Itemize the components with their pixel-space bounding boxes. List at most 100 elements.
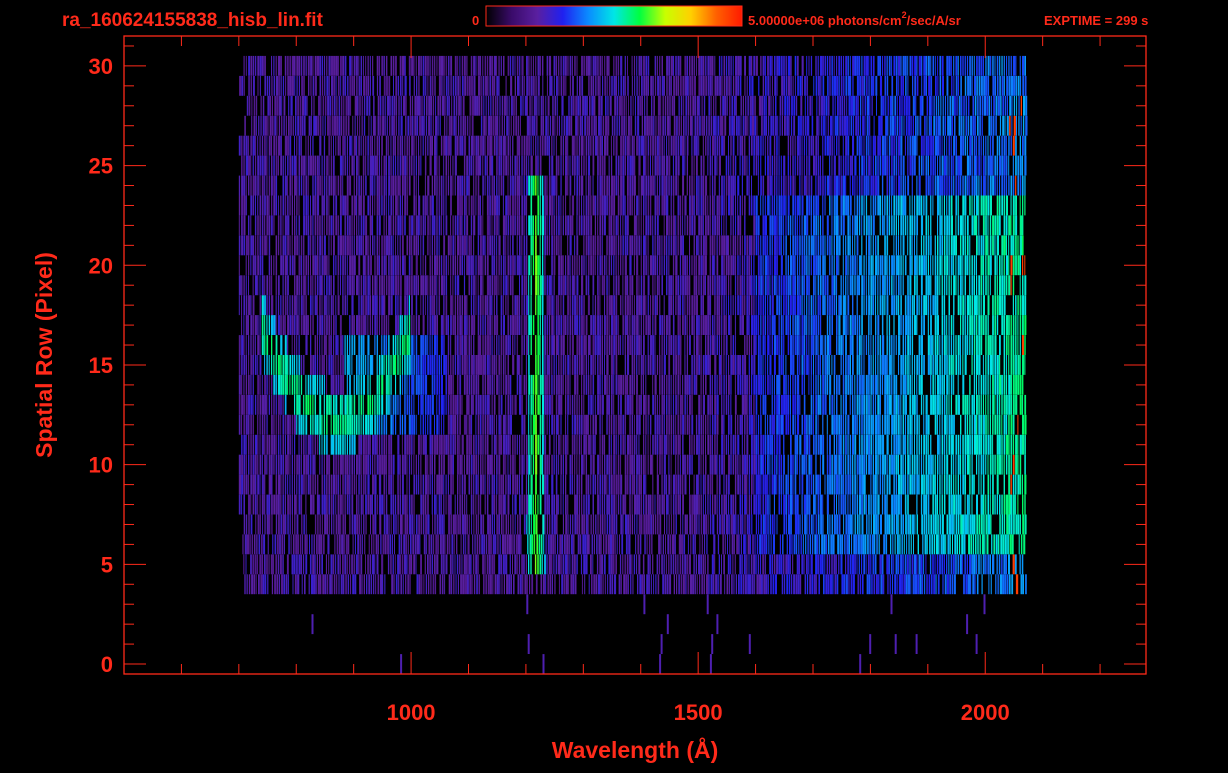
heatmap-cell [429, 434, 432, 455]
heatmap-cell [296, 275, 299, 296]
heatmap-cell [647, 275, 650, 296]
heatmap-cell [451, 534, 454, 555]
heatmap-cell [383, 514, 386, 535]
heatmap-cell [457, 474, 459, 495]
heatmap-cell [248, 275, 249, 296]
heatmap-cell [390, 374, 392, 395]
heatmap-cell [691, 494, 694, 515]
heatmap-cell [702, 494, 704, 515]
heatmap-cell [588, 514, 590, 535]
heatmap-cell [415, 554, 417, 575]
heatmap-cell [898, 474, 901, 495]
heatmap-cell [482, 374, 484, 395]
heatmap-cell [475, 454, 477, 475]
heatmap-cell [450, 574, 453, 595]
heatmap-cell [505, 394, 507, 415]
heatmap-cell [371, 534, 373, 555]
heatmap-cell [675, 434, 677, 455]
heatmap-cell [491, 434, 493, 455]
heatmap-cell [927, 434, 929, 455]
heatmap-cell [528, 454, 531, 475]
heatmap-cell [662, 534, 664, 555]
heatmap-cell [879, 414, 881, 435]
heatmap-cell [826, 315, 829, 335]
heatmap-cell [864, 534, 867, 555]
heatmap-cell [707, 275, 710, 296]
heatmap-cell [485, 534, 488, 555]
heatmap-cell [872, 474, 875, 495]
heatmap-cell [643, 394, 646, 415]
heatmap-cell [489, 335, 491, 355]
heatmap-cell [328, 275, 331, 296]
heatmap-cell [842, 454, 845, 475]
heatmap-cell [238, 394, 241, 415]
heatmap-cell [314, 255, 317, 276]
heatmap-cell [964, 514, 968, 535]
heatmap-cell [291, 554, 294, 575]
heatmap-cell [392, 355, 395, 375]
heatmap-cell [246, 574, 248, 595]
heatmap-cell [693, 355, 696, 375]
heatmap-cell [727, 554, 730, 575]
heatmap-cell [500, 414, 502, 435]
heatmap-cell [631, 275, 634, 296]
heatmap-cell [650, 514, 653, 535]
heatmap-cell [413, 514, 415, 535]
heatmap-cell [931, 534, 933, 555]
heatmap-cell [796, 315, 799, 335]
heatmap-cell [610, 494, 613, 515]
heatmap-cell [383, 474, 386, 495]
heatmap-cell [633, 554, 636, 575]
heatmap-cell [723, 434, 725, 455]
heatmap-cell [494, 574, 497, 595]
heatmap-cell [599, 454, 601, 475]
heatmap-cell [393, 514, 395, 535]
heatmap-cell [691, 454, 693, 475]
heatmap-cell [725, 335, 728, 355]
heatmap-cell [468, 315, 470, 335]
heatmap-cell [922, 534, 924, 555]
heatmap-cell [468, 414, 471, 435]
heatmap-cell [555, 374, 558, 395]
heatmap-cell [726, 514, 729, 535]
heatmap-cell [498, 474, 501, 495]
heatmap-cell [748, 315, 750, 335]
heatmap-cell [711, 434, 713, 455]
heatmap-cell [610, 355, 614, 375]
heatmap-cell [319, 295, 321, 316]
heatmap-cell [317, 514, 319, 535]
heatmap-cell [387, 554, 390, 575]
heatmap-cell [521, 315, 523, 335]
heatmap-cell [743, 534, 746, 555]
heatmap-cell [909, 355, 911, 375]
heatmap-cell [309, 554, 312, 575]
heatmap-cell [659, 275, 661, 296]
heatmap-cell [636, 315, 639, 335]
heatmap-cell [282, 374, 285, 395]
heatmap-cell [841, 574, 844, 595]
heatmap-cell [718, 494, 720, 515]
heatmap-cell [296, 315, 299, 335]
heatmap-cell [937, 374, 940, 395]
heatmap-cell [930, 355, 932, 375]
heatmap-cell [764, 454, 766, 475]
heatmap-cell [643, 434, 645, 455]
heatmap-cell [999, 355, 1001, 375]
heatmap-cell [390, 275, 393, 296]
heatmap-cell [732, 454, 735, 475]
heatmap-cell [516, 335, 518, 355]
heatmap-cell [254, 355, 257, 375]
heatmap-cell [1019, 275, 1021, 296]
heatmap-cell [895, 454, 898, 475]
heatmap-cell [599, 295, 601, 316]
heatmap-cell [376, 255, 379, 276]
heatmap-cell [771, 394, 773, 415]
heatmap-cell [1008, 275, 1011, 296]
heatmap-cell [917, 574, 920, 595]
heatmap-cell [923, 355, 925, 375]
heatmap-cell [447, 414, 450, 435]
heatmap-cell [820, 514, 823, 535]
heatmap-cell [785, 374, 787, 395]
heatmap-cell [450, 275, 452, 296]
heatmap-cell [502, 454, 505, 475]
